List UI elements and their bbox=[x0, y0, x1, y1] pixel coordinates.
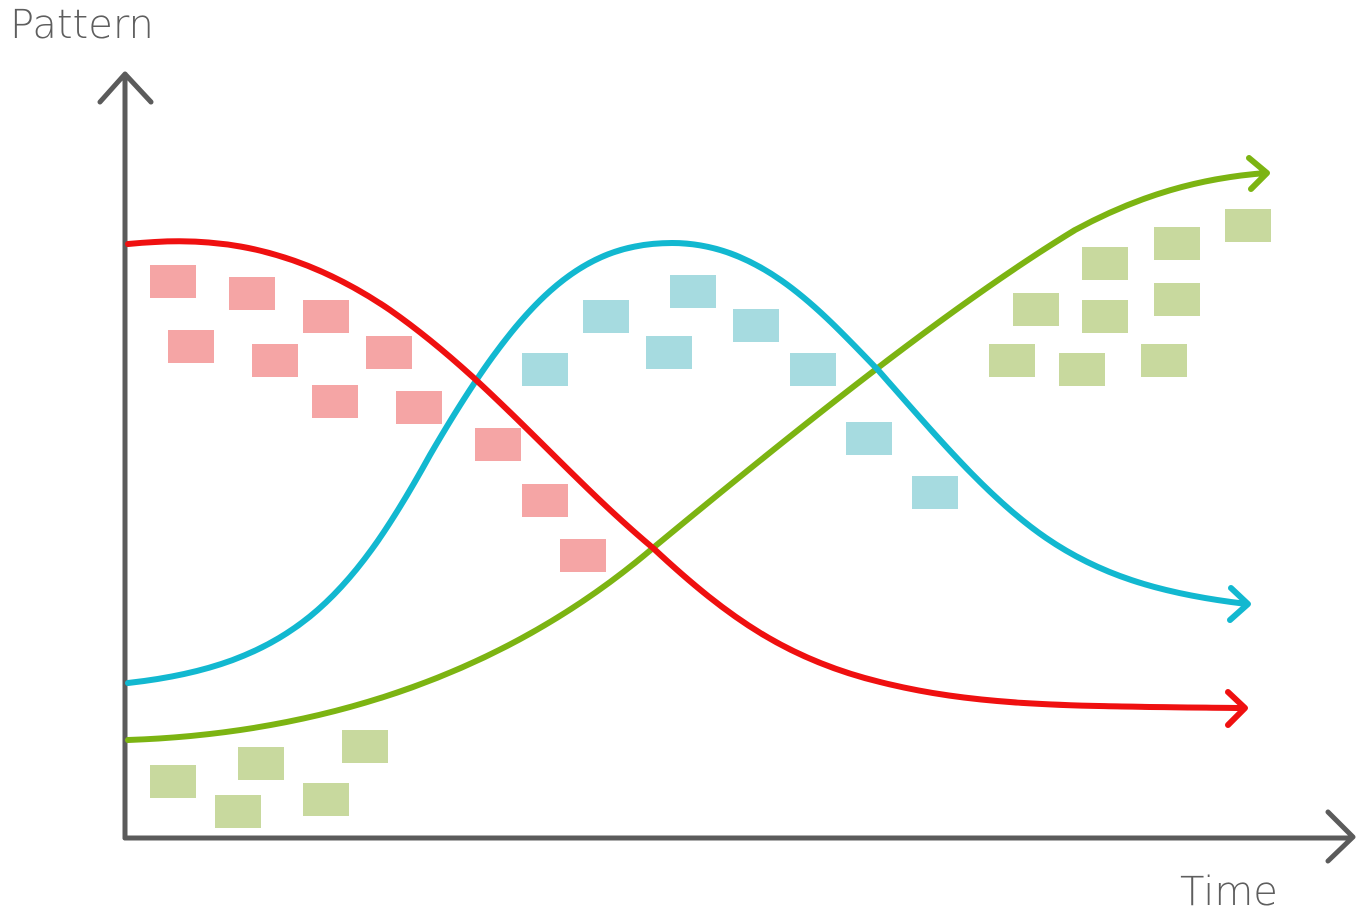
cyan-note bbox=[670, 275, 716, 308]
y-axis-arrowhead bbox=[97, 71, 154, 105]
cyan-curve bbox=[125, 240, 1251, 686]
red-note bbox=[366, 336, 412, 369]
cyan-note-cluster bbox=[522, 275, 958, 509]
cyan-curve-arrowhead bbox=[1227, 585, 1251, 623]
red-note bbox=[522, 484, 568, 517]
red-note bbox=[396, 391, 442, 424]
green-note bbox=[989, 344, 1035, 377]
red-note bbox=[168, 330, 214, 363]
red-note bbox=[229, 277, 275, 310]
green-curve-arrowhead bbox=[1246, 155, 1270, 192]
cyan-note bbox=[583, 300, 629, 333]
green-note bbox=[150, 765, 196, 798]
green-note bbox=[1082, 300, 1128, 333]
red-curve-arrowhead bbox=[1225, 689, 1248, 728]
green-note bbox=[1154, 283, 1200, 316]
cyan-note bbox=[790, 353, 836, 386]
red-note bbox=[560, 539, 606, 572]
green-note bbox=[1013, 293, 1059, 326]
x-axis-label: Time bbox=[1180, 869, 1278, 913]
red-note bbox=[252, 344, 298, 377]
green-note bbox=[1059, 353, 1105, 386]
red-note bbox=[475, 428, 521, 461]
green-note bbox=[1225, 209, 1271, 242]
green-note bbox=[1141, 344, 1187, 377]
cyan-curve-line bbox=[125, 240, 1250, 686]
cyan-note bbox=[646, 336, 692, 369]
red-note bbox=[150, 265, 196, 298]
y-axis-label: Pattern bbox=[10, 2, 154, 48]
green-curve-line bbox=[125, 170, 1269, 743]
axes bbox=[97, 71, 1356, 864]
red-note-cluster bbox=[150, 265, 606, 572]
green-note bbox=[342, 730, 388, 763]
green-note bbox=[238, 747, 284, 780]
red-note bbox=[303, 300, 349, 333]
green-note bbox=[1082, 247, 1128, 280]
red-curve bbox=[125, 238, 1248, 728]
red-note bbox=[312, 385, 358, 418]
green-note bbox=[303, 783, 349, 816]
green-note-cluster-right bbox=[989, 209, 1271, 386]
green-curve bbox=[125, 155, 1270, 743]
cyan-note bbox=[522, 353, 568, 386]
green-note-cluster-left bbox=[150, 730, 388, 828]
cyan-note bbox=[733, 309, 779, 342]
cyan-note bbox=[912, 476, 958, 509]
green-note bbox=[215, 795, 261, 828]
red-curve-line bbox=[125, 238, 1247, 711]
x-axis-arrowhead bbox=[1325, 809, 1356, 864]
cyan-note bbox=[846, 422, 892, 455]
green-note bbox=[1154, 227, 1200, 260]
